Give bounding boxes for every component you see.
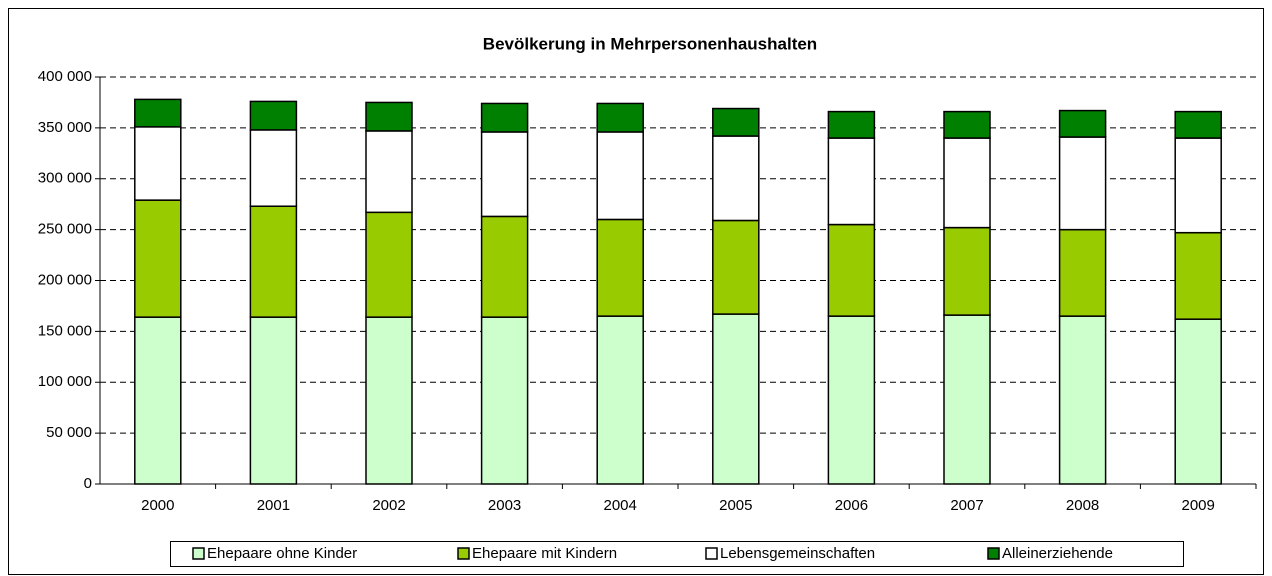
bar-segment <box>365 316 413 485</box>
bar-segment <box>827 315 876 485</box>
bar-segment <box>712 219 760 315</box>
bar-segment <box>1058 228 1107 317</box>
bar-segment <box>1174 137 1222 234</box>
x-tick-label: 2003 <box>488 497 521 514</box>
bar-segment <box>480 215 529 318</box>
bar-segment <box>480 102 529 133</box>
y-tick-label: 100 000 <box>38 373 92 390</box>
y-tick-label: 50 000 <box>46 424 92 441</box>
y-tick-label: 150 000 <box>38 322 92 339</box>
bar-segment <box>827 137 876 226</box>
x-tick-label: 2002 <box>372 497 405 514</box>
x-tick-label: 2000 <box>141 497 174 514</box>
x-tick-label: 2008 <box>1066 497 1099 514</box>
bar-segment <box>249 129 298 207</box>
bar-segment <box>943 110 991 139</box>
bar-segment <box>134 126 182 201</box>
x-tick-label: 2004 <box>604 497 637 514</box>
x-tick-label: 2001 <box>257 497 290 514</box>
legend-swatch <box>192 547 205 560</box>
y-tick-label: 350 000 <box>38 119 92 136</box>
bar-segment <box>134 98 182 128</box>
bar-segment <box>249 100 298 131</box>
bar-segment <box>943 137 991 229</box>
x-tick-label: 2005 <box>719 497 752 514</box>
chart-title: Bevölkerung in Mehrpersonenhaushalten <box>483 34 817 53</box>
y-tick-label: 200 000 <box>38 271 92 288</box>
bar-segment <box>480 131 529 218</box>
bar-segment <box>249 316 298 485</box>
bar-segment <box>596 102 644 133</box>
legend-label: Ehepaare mit Kindern <box>472 545 617 562</box>
bar-segment <box>712 135 760 222</box>
legend-swatch <box>457 547 470 560</box>
bar-segment <box>596 315 644 485</box>
bar-segment <box>134 199 182 318</box>
legend-label: Ehepaare ohne Kinder <box>207 545 357 562</box>
bar-segment <box>1058 315 1107 485</box>
x-tick-label: 2007 <box>950 497 983 514</box>
legend-swatch <box>987 547 1000 560</box>
bar-segment <box>134 316 182 485</box>
bar-segment <box>480 316 529 485</box>
bar-segment <box>365 211 413 318</box>
bar-segment <box>712 313 760 485</box>
bar-segment <box>1174 318 1222 485</box>
x-tick-label: 2009 <box>1182 497 1215 514</box>
legend-label: Alleinerziehende <box>1002 545 1113 562</box>
y-tick-label: 400 000 <box>38 68 92 85</box>
bar-segment <box>943 314 991 485</box>
y-tick-label: 250 000 <box>38 221 92 238</box>
bar-segment <box>596 218 644 317</box>
bar-segment <box>827 223 876 317</box>
bar-segment <box>712 107 760 137</box>
x-tick-label: 2006 <box>835 497 868 514</box>
y-tick-label: 0 <box>84 475 92 492</box>
bar-segment <box>827 110 876 139</box>
bar-segment <box>1058 136 1107 231</box>
bar-segment <box>596 131 644 221</box>
bar-segment <box>249 205 298 318</box>
bar-segment <box>1174 110 1222 139</box>
legend-box <box>170 541 1184 567</box>
bar-segment <box>365 130 413 214</box>
legend-label: Lebensgemeinschaften <box>720 545 875 562</box>
bar-segment <box>943 226 991 316</box>
bar-segment <box>365 101 413 132</box>
y-tick-label: 300 000 <box>38 170 92 187</box>
bar-segment <box>1058 109 1107 138</box>
legend-swatch <box>705 547 718 560</box>
bar-segment <box>1174 231 1222 320</box>
